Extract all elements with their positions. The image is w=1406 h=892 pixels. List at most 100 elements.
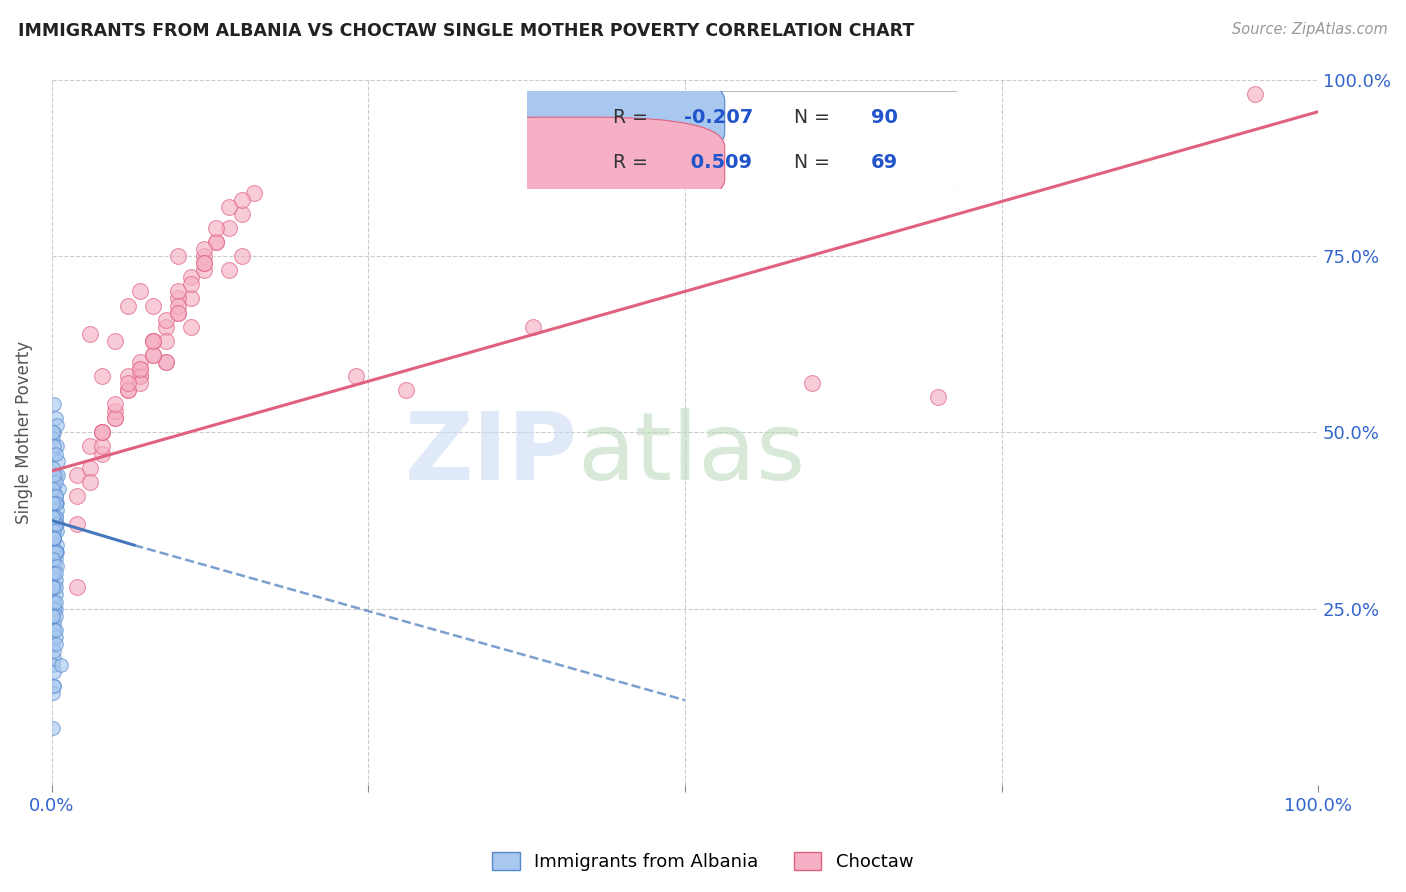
- Point: [44, 524, 66, 538]
- Point: [155, 355, 177, 369]
- Point: [91, 440, 114, 454]
- Point: [46, 453, 69, 467]
- Point: [44, 531, 66, 545]
- Point: [180, 277, 202, 292]
- Point: [205, 235, 228, 249]
- Point: [45, 489, 67, 503]
- Point: [45, 594, 67, 608]
- Point: [193, 263, 215, 277]
- Point: [42, 425, 65, 440]
- Point: [48, 482, 70, 496]
- Point: [44, 531, 66, 545]
- Point: [45, 411, 67, 425]
- Point: [42, 581, 65, 595]
- Point: [42, 433, 65, 447]
- Point: [42, 686, 65, 700]
- Point: [44, 552, 66, 566]
- Point: [104, 334, 127, 348]
- Point: [42, 545, 65, 559]
- Legend: Immigrants from Albania, Choctaw: Immigrants from Albania, Choctaw: [485, 845, 921, 879]
- Point: [45, 467, 67, 482]
- Point: [167, 298, 190, 312]
- Point: [44, 679, 66, 693]
- Point: [45, 623, 67, 637]
- Point: [45, 524, 67, 538]
- Point: [45, 489, 67, 503]
- Point: [218, 263, 240, 277]
- Point: [42, 446, 65, 460]
- Point: [45, 608, 67, 623]
- Point: [129, 369, 152, 384]
- Point: [45, 637, 67, 651]
- Point: [45, 545, 67, 559]
- Point: [44, 467, 66, 482]
- Point: [193, 256, 215, 270]
- Point: [45, 581, 67, 595]
- Point: [42, 608, 65, 623]
- Point: [42, 510, 65, 524]
- Point: [395, 383, 418, 397]
- Point: [44, 566, 66, 581]
- Point: [42, 482, 65, 496]
- Point: [205, 235, 228, 249]
- Point: [45, 574, 67, 588]
- Point: [45, 503, 67, 517]
- Point: [167, 305, 190, 319]
- Point: [42, 496, 65, 510]
- Point: [129, 355, 152, 369]
- Point: [129, 362, 152, 376]
- Point: [44, 594, 66, 608]
- Point: [45, 496, 67, 510]
- Point: [344, 369, 367, 384]
- Point: [42, 475, 65, 489]
- Point: [117, 369, 139, 384]
- Point: [91, 425, 114, 440]
- Point: [42, 608, 65, 623]
- Point: [205, 221, 228, 235]
- Text: IMMIGRANTS FROM ALBANIA VS CHOCTAW SINGLE MOTHER POVERTY CORRELATION CHART: IMMIGRANTS FROM ALBANIA VS CHOCTAW SINGL…: [18, 22, 914, 40]
- Point: [44, 623, 66, 637]
- Point: [44, 510, 66, 524]
- Point: [91, 425, 114, 440]
- Point: [167, 249, 190, 263]
- Point: [142, 348, 165, 362]
- Point: [42, 637, 65, 651]
- Point: [66, 489, 89, 503]
- Point: [44, 397, 66, 411]
- Point: [522, 319, 544, 334]
- Point: [142, 348, 165, 362]
- Point: [104, 404, 127, 418]
- Point: [45, 587, 67, 601]
- Point: [193, 242, 215, 256]
- Point: [44, 651, 66, 665]
- Point: [142, 334, 165, 348]
- Point: [142, 334, 165, 348]
- Point: [231, 193, 253, 207]
- Point: [42, 566, 65, 581]
- Point: [129, 376, 152, 390]
- Point: [44, 531, 66, 545]
- Text: Source: ZipAtlas.com: Source: ZipAtlas.com: [1232, 22, 1388, 37]
- Point: [66, 516, 89, 531]
- Point: [129, 285, 152, 299]
- Point: [45, 496, 67, 510]
- Point: [49, 657, 72, 672]
- Point: [44, 531, 66, 545]
- Point: [44, 623, 66, 637]
- Point: [45, 516, 67, 531]
- Point: [91, 369, 114, 384]
- Point: [155, 334, 177, 348]
- Point: [231, 249, 253, 263]
- Point: [79, 440, 101, 454]
- Point: [45, 516, 67, 531]
- Point: [167, 285, 190, 299]
- Point: [79, 326, 101, 341]
- Point: [117, 383, 139, 397]
- Point: [180, 270, 202, 285]
- Point: [45, 538, 67, 552]
- Point: [104, 411, 127, 425]
- Point: [104, 411, 127, 425]
- Point: [193, 256, 215, 270]
- Point: [1243, 87, 1265, 101]
- Point: [44, 615, 66, 630]
